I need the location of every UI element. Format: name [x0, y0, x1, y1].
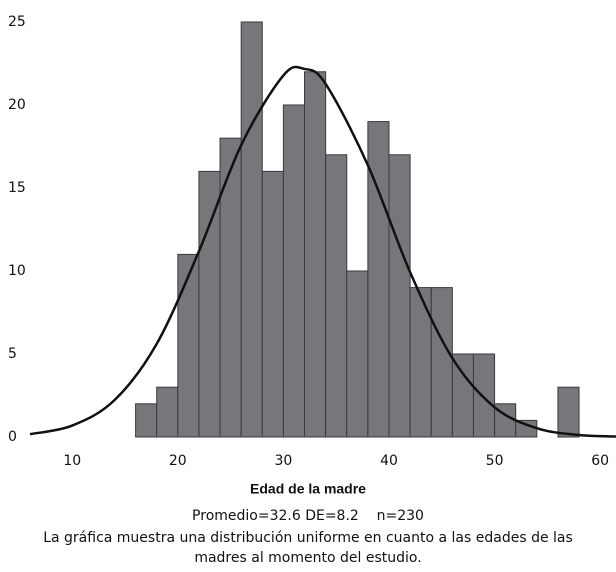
x-tick-label: 30 [274, 453, 292, 469]
bar [430, 287, 453, 438]
caption-line: madres al momento del estudio. [194, 550, 421, 566]
bar [219, 137, 242, 438]
bar [282, 104, 306, 438]
y-tick-label: 15 [8, 180, 26, 196]
y-tick-label: 25 [8, 14, 26, 30]
x-tick-label: 50 [486, 453, 504, 469]
normal-curve [29, 65, 616, 438]
bar [240, 21, 263, 438]
caption-line: La gráfica muestra una distribución unif… [43, 530, 573, 546]
y-tick-label: 0 [8, 429, 17, 445]
x-tick-label: 20 [169, 453, 187, 469]
x-tick-label: 40 [380, 453, 398, 469]
bar [472, 353, 496, 438]
bar [304, 71, 327, 438]
x-tick-label: 10 [63, 453, 81, 469]
bar [177, 253, 200, 438]
y-tick-label: 5 [8, 346, 17, 362]
x-axis-label: Edad de la madre [250, 481, 366, 497]
bar [346, 270, 369, 438]
bar [325, 154, 348, 438]
annotation: Promedio=32.6 DE=8.2 n=230 [192, 508, 424, 524]
bar [451, 353, 474, 438]
bar [198, 170, 221, 438]
y-tick-label: 10 [8, 263, 26, 279]
y-tick-label: 20 [8, 97, 26, 113]
bar [135, 403, 158, 438]
bar [261, 170, 284, 438]
x-tick-label: 60 [591, 453, 609, 469]
bar [557, 386, 580, 438]
bar [367, 121, 390, 438]
bar [156, 386, 179, 438]
bar [388, 154, 411, 438]
